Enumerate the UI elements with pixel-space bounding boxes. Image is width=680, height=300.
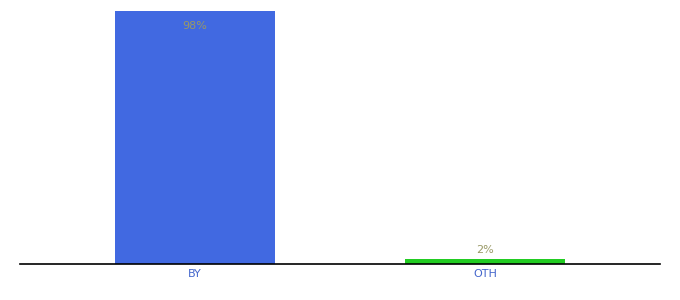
Bar (405, 259, 565, 264)
Text: 2%: 2% (477, 245, 494, 255)
Bar (115, 11, 275, 264)
Text: 98%: 98% (182, 22, 207, 32)
